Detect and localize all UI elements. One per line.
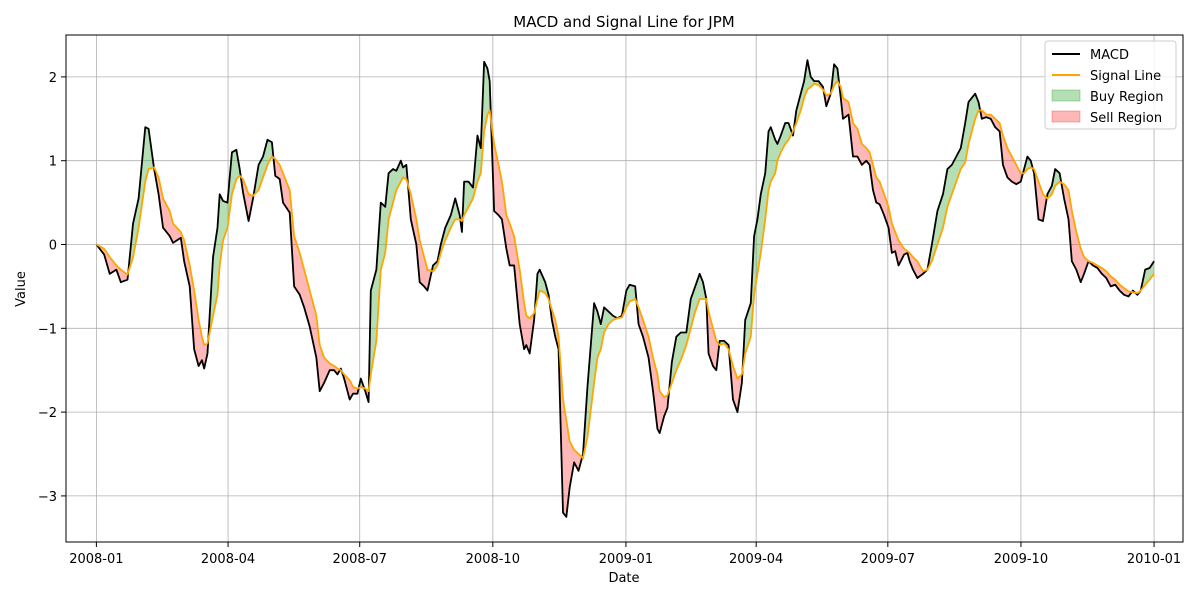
series-lines <box>95 59 1155 518</box>
buy-region <box>431 198 461 272</box>
buy-region <box>927 93 981 270</box>
sell-region <box>153 167 209 369</box>
legend-box <box>1044 40 1177 130</box>
sell-region <box>341 371 359 400</box>
legend: MACD Signal Line Buy Region Sell Region <box>1044 40 1177 130</box>
buy-region <box>582 284 637 459</box>
x-tick-label: 2008-07 <box>333 552 387 567</box>
x-tick-label: 2009-01 <box>599 552 653 567</box>
y-tick-label: −1 <box>38 322 57 337</box>
buy-region <box>793 60 824 130</box>
x-tick-label: 2008-01 <box>69 552 123 567</box>
buy-region <box>534 269 550 311</box>
grid-lines <box>66 35 1183 542</box>
y-tick-label: −2 <box>38 406 57 421</box>
y-axis-label: Value <box>14 271 29 307</box>
sell-region <box>636 302 670 434</box>
buy-region <box>669 273 707 391</box>
legend-buy-swatch <box>1051 89 1081 102</box>
buy-region <box>1140 261 1155 291</box>
buy-region <box>719 340 730 352</box>
legend-macd-label: MACD <box>1090 48 1129 63</box>
legend-sell-swatch <box>1051 110 1081 123</box>
y-tick-label: 1 <box>49 155 57 170</box>
sell-region <box>839 84 928 279</box>
x-axis-label: Date <box>608 571 639 586</box>
sell-region <box>273 157 341 392</box>
sell-region <box>1032 168 1047 222</box>
legend-signal-label: Signal Line <box>1090 69 1161 84</box>
y-tick-label: 2 <box>49 71 57 86</box>
buy-region <box>1046 169 1062 199</box>
y-tick-label: 0 <box>49 239 57 254</box>
plot-frame <box>65 34 1184 543</box>
signal-line <box>95 80 1155 460</box>
sell-region <box>491 120 535 354</box>
x-tick-label: 2009-04 <box>729 552 783 567</box>
x-tick-label: 2010-01 <box>1127 552 1181 567</box>
buy-region <box>742 122 793 371</box>
buy-region <box>368 160 408 390</box>
x-tick-label: 2008-04 <box>201 552 255 567</box>
x-tick-label: 2008-10 <box>466 552 520 567</box>
region-fills <box>96 60 1155 517</box>
macd-line <box>95 59 1155 518</box>
buy-region <box>253 139 274 196</box>
buy-region <box>208 149 241 340</box>
legend-buy-label: Buy Region <box>1090 90 1164 105</box>
x-tick-label: 2009-07 <box>861 552 915 567</box>
buy-region <box>462 61 492 220</box>
y-tick-label: −3 <box>38 490 57 505</box>
sell-region <box>1061 182 1089 283</box>
buy-region <box>128 127 154 273</box>
x-tick-label: 2009-10 <box>994 552 1048 567</box>
x-axis-ticks: 2008-01 2008-04 2008-07 2008-10 2009-01 2009-… <box>69 542 1181 567</box>
y-axis-ticks: −3 −2 −1 0 1 2 <box>38 71 66 505</box>
legend-sell-label: Sell Region <box>1090 111 1162 126</box>
chart-title: MACD and Signal Line for JPM <box>513 13 734 31</box>
